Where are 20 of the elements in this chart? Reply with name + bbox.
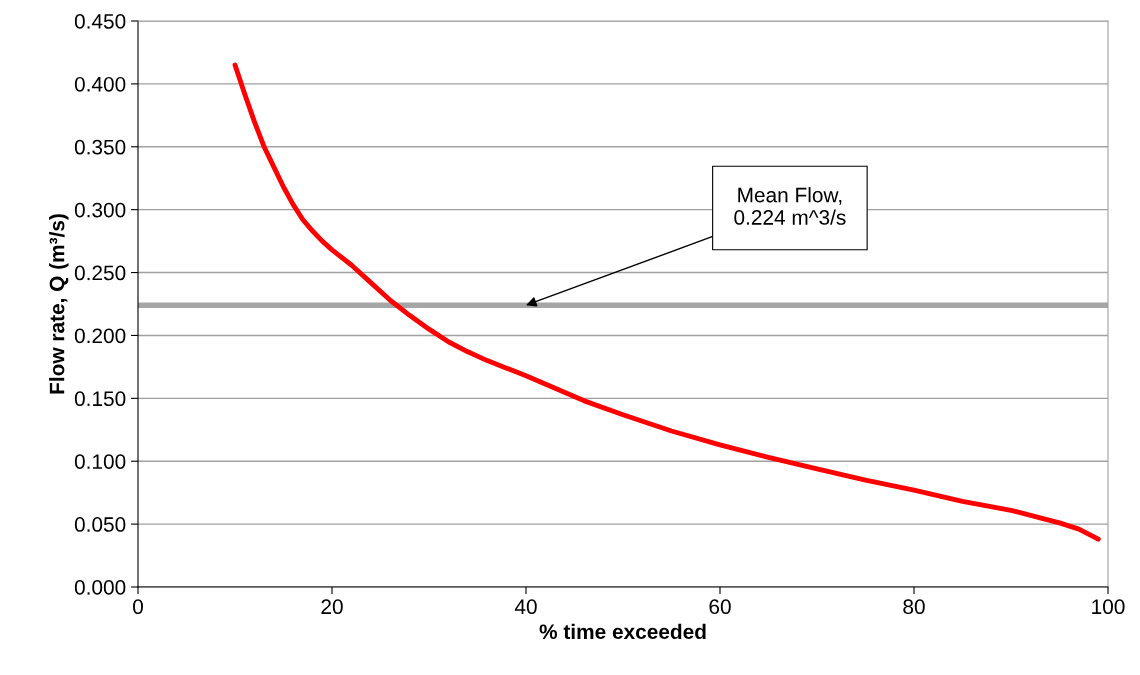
y-tick-label: 0.100 bbox=[74, 454, 126, 469]
y-tick-label: 0.300 bbox=[74, 202, 126, 218]
x-tick-label: 60 bbox=[709, 599, 731, 615]
y-axis-title: Flow rate, Q (m³/s) bbox=[49, 214, 69, 394]
x-tick-label: 40 bbox=[514, 599, 537, 615]
x-tick-label: 20 bbox=[321, 599, 343, 615]
x-tick-label: 0 bbox=[133, 599, 143, 615]
y-tick-label: 0.250 bbox=[74, 265, 126, 281]
y-tick-label: 0.200 bbox=[74, 328, 126, 344]
x-tick-label: 100 bbox=[1092, 599, 1125, 615]
y-tick-label: 0.350 bbox=[74, 139, 126, 155]
y-tick-label: 0.150 bbox=[74, 391, 126, 407]
line-series bbox=[232, 62, 1101, 542]
y-tick-label: 0.400 bbox=[74, 76, 126, 92]
annotation: Mean Flow, 0.224 m^3/s bbox=[734, 187, 846, 225]
y-tick-label: 0.450 bbox=[74, 14, 126, 29]
y-tick-label: 0.050 bbox=[74, 517, 126, 532]
y-tick-label: 0.000 bbox=[74, 580, 126, 595]
x-tick-label: 80 bbox=[903, 599, 925, 615]
x-axis-title: % time exceeded bbox=[539, 623, 706, 640]
